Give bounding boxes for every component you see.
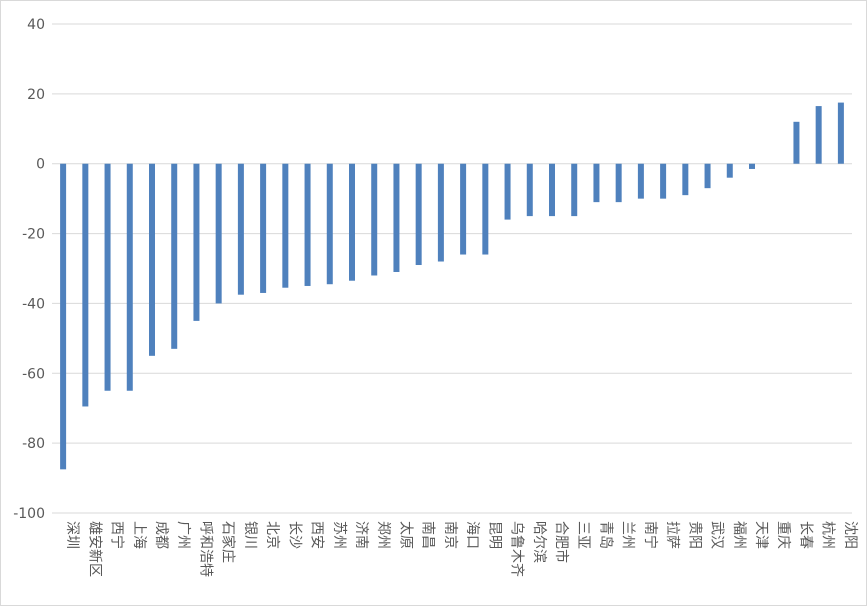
bar-25 xyxy=(615,163,622,203)
bar-18 xyxy=(460,163,467,255)
y-tick-label: 20 xyxy=(27,87,45,103)
x-category-label: 杭州 xyxy=(820,521,836,549)
x-category-label: 呼和浩特 xyxy=(197,521,213,577)
bar-26 xyxy=(637,163,644,199)
bar-33 xyxy=(793,121,800,164)
bar-12 xyxy=(326,163,333,285)
x-category-label: 西安 xyxy=(309,521,325,549)
x-category-label: 武汉 xyxy=(709,521,725,549)
x-category-label: 长春 xyxy=(797,521,813,549)
bar-5 xyxy=(171,163,178,349)
bar-19 xyxy=(482,163,489,255)
bar-3 xyxy=(126,163,133,391)
x-category-label: 沈阳 xyxy=(842,521,858,549)
x-category-label: 贵阳 xyxy=(686,521,702,549)
x-category-label: 兰州 xyxy=(620,521,636,549)
bar-31 xyxy=(749,163,755,169)
x-category-label: 哈尔滨 xyxy=(531,521,547,563)
gridlines xyxy=(52,23,852,514)
bar-21 xyxy=(526,163,533,217)
x-category-label: 西宁 xyxy=(109,521,126,549)
x-category-label: 苏州 xyxy=(331,521,347,549)
x-category-label: 郑州 xyxy=(375,521,391,549)
y-tick-label: -100 xyxy=(13,506,45,522)
bar-1 xyxy=(82,163,89,407)
bar-16 xyxy=(415,163,422,266)
x-category-label: 昆明 xyxy=(486,521,502,549)
x-category-label: 雄安新区 xyxy=(86,521,102,577)
x-category-label: 青岛 xyxy=(597,521,613,549)
bar-27 xyxy=(660,163,667,199)
x-category-label: 三亚 xyxy=(575,521,591,549)
x-axis-labels: 深圳 雄安新区 西宁 上海 成都 广州 呼和浩特 石家庄 银川 北京 长沙 西安 苏州 济南 郑州 太原 南昌南… xyxy=(64,521,858,577)
x-category-label: 天津 xyxy=(753,521,769,549)
x-category-label: 济南 xyxy=(353,521,369,549)
y-tick-label: 0 xyxy=(36,157,45,173)
bar-28 xyxy=(682,163,689,196)
y-tick-label: 40 xyxy=(27,17,45,33)
bar-14 xyxy=(371,163,378,276)
bar-23 xyxy=(571,163,578,217)
bar-24 xyxy=(593,163,600,203)
bar-20 xyxy=(504,163,511,220)
bars xyxy=(60,102,844,470)
bar-4 xyxy=(149,163,155,356)
bar-17 xyxy=(437,163,444,262)
bar-13 xyxy=(349,163,355,281)
bar-10 xyxy=(282,163,289,288)
x-category-label: 石家庄 xyxy=(220,521,237,563)
bar-8 xyxy=(237,163,244,295)
x-category-label: 拉萨 xyxy=(664,521,680,549)
x-category-label: 银川 xyxy=(242,521,258,549)
bar-7 xyxy=(215,163,222,304)
x-category-label: 福州 xyxy=(731,521,747,549)
x-category-label: 广州 xyxy=(175,521,191,549)
x-category-label: 重庆 xyxy=(775,521,791,549)
x-category-label: 南宁 xyxy=(642,521,659,549)
bar-9 xyxy=(260,163,267,293)
x-category-label: 南昌 xyxy=(420,521,436,549)
y-tick-label: -40 xyxy=(22,296,45,312)
x-category-label: 乌鲁木齐 xyxy=(509,521,525,577)
x-category-label: 北京 xyxy=(264,521,280,549)
bar-30 xyxy=(726,163,733,178)
bar-2 xyxy=(104,163,111,391)
bar-0 xyxy=(60,163,67,470)
y-tick-label: -20 xyxy=(22,227,45,243)
bar-22 xyxy=(549,163,555,217)
x-category-label: 南京 xyxy=(442,521,458,549)
y-tick-label: -80 xyxy=(22,436,45,452)
bar-11 xyxy=(304,163,311,286)
x-category-label: 太原 xyxy=(397,521,413,549)
y-axis-ticks: 40 20 0 -20 -40 -60 -80 -100 xyxy=(13,17,45,522)
bar-15 xyxy=(393,163,400,272)
x-category-label: 深圳 xyxy=(64,521,80,549)
x-category-label: 合肥市 xyxy=(553,521,570,563)
bar-29 xyxy=(704,163,711,189)
y-tick-label: -60 xyxy=(22,366,45,382)
bar-34 xyxy=(815,106,822,164)
x-category-label: 成都 xyxy=(153,521,169,549)
x-category-label: 上海 xyxy=(131,521,147,549)
x-category-label: 海口 xyxy=(464,521,480,549)
bar-6 xyxy=(193,163,200,321)
bar-35 xyxy=(837,102,844,164)
x-category-label: 长沙 xyxy=(286,521,302,549)
